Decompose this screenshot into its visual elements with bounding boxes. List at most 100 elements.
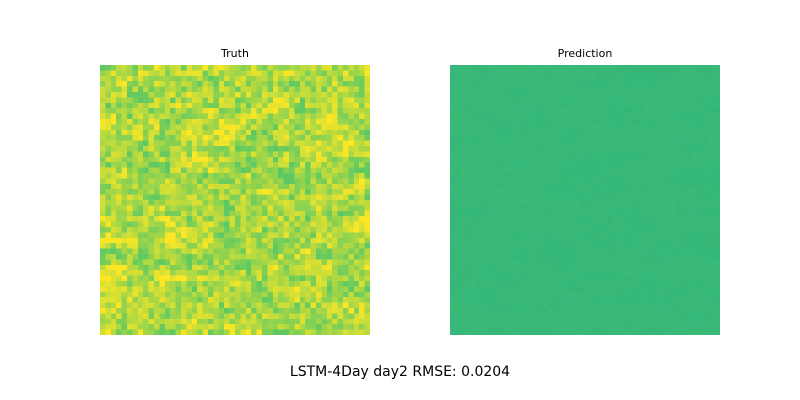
- heatmap-prediction-cell: [649, 248, 656, 255]
- heatmap-prediction-cell: [525, 124, 532, 131]
- heatmap-prediction-cell: [644, 270, 651, 276]
- heatmap-truth-cell: [321, 140, 328, 147]
- heatmap-truth-cell: [353, 113, 360, 120]
- heatmap-truth-cell: [240, 324, 247, 330]
- heatmap-truth-cell: [110, 140, 117, 147]
- heatmap-prediction-cell: [455, 151, 462, 158]
- heatmap-prediction-cell: [649, 129, 656, 136]
- heatmap-truth-cell: [245, 308, 252, 314]
- heatmap-truth-cell: [294, 194, 301, 201]
- heatmap-prediction-cell: [520, 205, 526, 212]
- heatmap-truth-cell: [272, 308, 279, 314]
- heatmap-prediction-cell: [487, 291, 494, 298]
- heatmap-prediction-cell: [477, 275, 483, 282]
- heatmap-truth-cell: [148, 210, 155, 217]
- heatmap-truth-cell: [164, 173, 171, 179]
- heatmap-truth-cell: [127, 167, 133, 174]
- heatmap-truth-cell: [251, 124, 257, 131]
- heatmap-truth-cell: [245, 129, 252, 136]
- heatmap-prediction-cell: [709, 119, 715, 125]
- heatmap-truth-cell: [235, 113, 241, 120]
- heatmap-truth-cell: [272, 200, 279, 206]
- heatmap-truth-cell: [110, 243, 117, 249]
- heatmap-truth-cell: [289, 275, 295, 282]
- heatmap-truth-cell: [343, 302, 349, 309]
- heatmap-truth-cell: [305, 243, 311, 249]
- heatmap-prediction-cell: [552, 264, 559, 271]
- heatmap-prediction-cell: [460, 237, 467, 244]
- heatmap-truth-cell: [197, 205, 203, 212]
- heatmap-truth-cell: [321, 313, 328, 320]
- heatmap-truth-cell: [154, 167, 160, 174]
- heatmap-prediction-cell: [504, 227, 510, 233]
- heatmap-truth-cell: [105, 324, 112, 330]
- heatmap-prediction-cell: [703, 178, 710, 185]
- heatmap-truth-cell: [191, 102, 198, 109]
- heatmap-prediction-cell: [455, 200, 462, 206]
- heatmap-prediction-cell: [466, 113, 472, 120]
- heatmap-truth-cell: [116, 291, 122, 298]
- heatmap-prediction-cell: [477, 324, 483, 330]
- heatmap-truth-cell: [137, 146, 144, 152]
- heatmap-prediction-cell: [612, 119, 618, 125]
- heatmap-prediction-cell: [628, 81, 634, 87]
- heatmap-prediction-cell: [687, 129, 694, 136]
- heatmap-truth-cell: [110, 173, 117, 179]
- heatmap-prediction-cell: [504, 162, 510, 168]
- heatmap-truth-cell: [364, 248, 370, 255]
- heatmap-truth-cell: [235, 216, 241, 222]
- heatmap-truth-cell: [100, 227, 106, 233]
- heatmap-prediction-cell: [574, 162, 580, 168]
- heatmap-truth-cell: [213, 237, 220, 244]
- heatmap-truth-cell: [213, 129, 220, 136]
- heatmap-prediction-cell: [703, 264, 710, 271]
- heatmap-truth-cell: [208, 189, 214, 195]
- heatmap-prediction-cell: [671, 313, 678, 320]
- heatmap-truth-cell: [283, 108, 290, 114]
- heatmap-prediction-cell: [649, 232, 656, 239]
- heatmap-prediction-cell: [455, 243, 462, 249]
- heatmap-truth-cell: [127, 113, 133, 120]
- heatmap-prediction-cell: [590, 92, 597, 98]
- heatmap-truth-cell: [299, 302, 306, 309]
- heatmap-prediction-cell: [633, 254, 640, 260]
- heatmap-prediction-cell: [590, 205, 597, 212]
- heatmap-truth-cell: [213, 189, 220, 195]
- heatmap-truth-cell: [202, 97, 209, 104]
- heatmap-truth-cell: [175, 81, 182, 87]
- heatmap-prediction-cell: [698, 75, 705, 82]
- heatmap-truth-cell: [337, 205, 344, 212]
- heatmap-prediction-cell: [509, 70, 516, 77]
- heatmap-prediction-cell: [714, 243, 720, 249]
- heatmap-prediction-cell: [552, 248, 559, 255]
- heatmap-truth-cell: [132, 329, 139, 335]
- heatmap-prediction-cell: [514, 243, 521, 249]
- heatmap-prediction-cell: [504, 264, 510, 271]
- heatmap-truth-cell: [100, 324, 106, 330]
- heatmap-prediction-cell: [622, 183, 629, 190]
- heatmap-prediction-cell: [509, 151, 516, 158]
- heatmap-truth-cell: [353, 221, 360, 228]
- heatmap-truth-cell: [278, 329, 284, 335]
- heatmap-prediction-cell: [585, 81, 591, 87]
- heatmap-prediction-cell: [493, 97, 499, 104]
- heatmap-truth-cell: [267, 97, 274, 104]
- heatmap-prediction-cell: [504, 313, 510, 320]
- heatmap-prediction-cell: [585, 205, 591, 212]
- heatmap-truth-cell: [326, 124, 333, 131]
- heatmap-truth-cell: [337, 270, 344, 276]
- heatmap-prediction-cell: [579, 189, 586, 195]
- heatmap-truth-cell: [235, 135, 241, 141]
- heatmap-prediction-cell: [639, 281, 645, 287]
- heatmap-truth-cell: [235, 124, 241, 131]
- heatmap-truth-cell: [116, 194, 122, 201]
- heatmap-prediction-cell: [655, 119, 661, 125]
- heatmap-truth-cell: [235, 318, 241, 325]
- heatmap-prediction-cell: [541, 216, 548, 222]
- heatmap-prediction-cell: [574, 178, 580, 185]
- heatmap-prediction-cell: [709, 173, 715, 179]
- heatmap-prediction-cell: [644, 140, 651, 147]
- heatmap-prediction-cell: [482, 210, 489, 217]
- heatmap-prediction-cell: [676, 324, 683, 330]
- heatmap-prediction-cell: [514, 92, 521, 98]
